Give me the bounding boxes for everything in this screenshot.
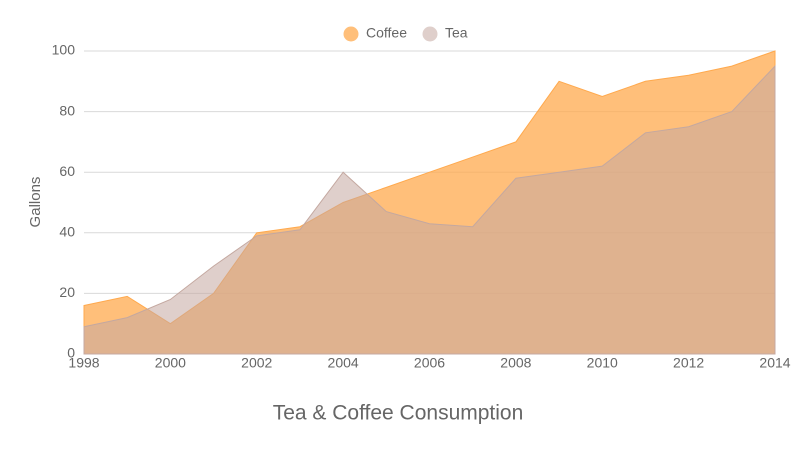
- legend: Coffee Tea: [343, 25, 468, 42]
- y-tick-label: 40: [59, 224, 75, 240]
- y-tick-label: 20: [59, 284, 75, 300]
- x-tick-label: 2008: [500, 355, 531, 371]
- y-axis-label: Gallons: [27, 177, 44, 228]
- area: [83, 64, 776, 355]
- legend-swatch: [343, 26, 359, 42]
- x-tick-label: 2000: [155, 355, 186, 371]
- chart-title: Tea & Coffee Consumption: [273, 402, 524, 425]
- y-tick-label: 0: [67, 345, 75, 361]
- x-tick-label: 2014: [759, 355, 790, 371]
- x-tick-label: 2004: [328, 355, 359, 371]
- x-tick-label: 2006: [414, 355, 445, 371]
- legend-label: Coffee: [366, 25, 407, 41]
- x-tick-label: 2002: [241, 355, 272, 371]
- x-tick-label: 2010: [587, 355, 618, 371]
- legend-label: Tea: [445, 25, 468, 41]
- y-tick-label: 80: [59, 102, 75, 118]
- x-tick-label: 2012: [673, 355, 704, 371]
- y-tick-label: 60: [59, 163, 75, 179]
- x-tick-label: 1998: [68, 355, 99, 371]
- y-tick-label: 100: [52, 42, 76, 58]
- legend-swatch: [422, 26, 438, 42]
